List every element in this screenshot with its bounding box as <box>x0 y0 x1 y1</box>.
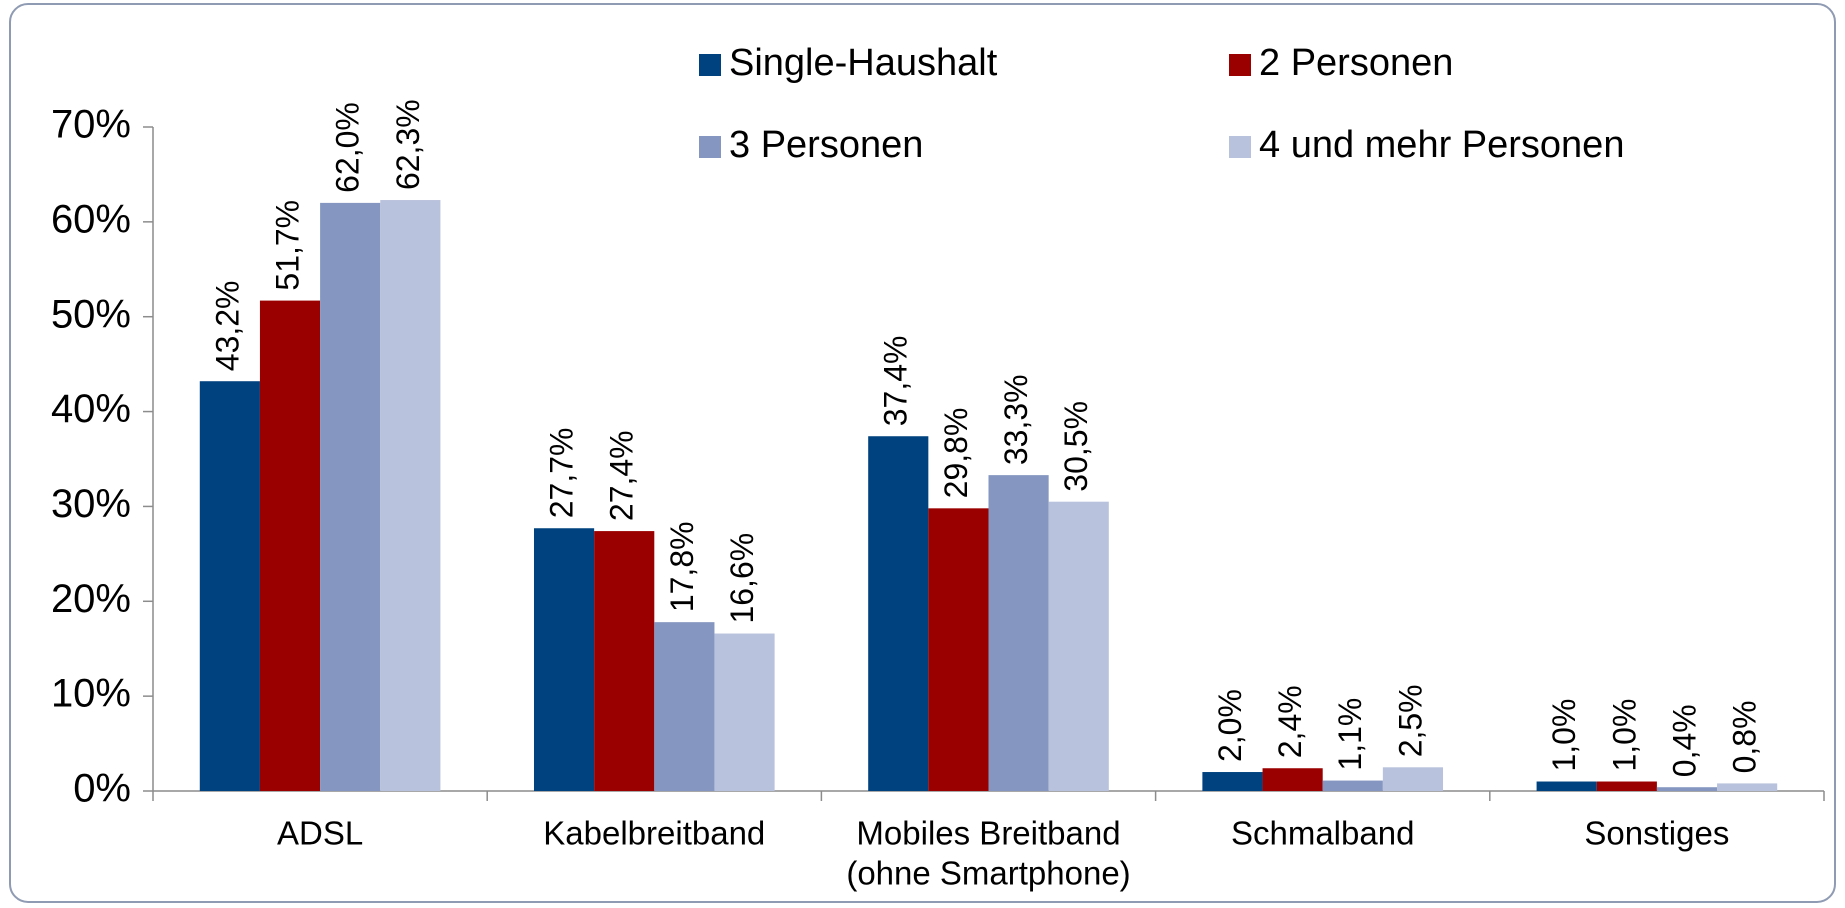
value-label: 33,3% <box>998 374 1034 465</box>
value-label: 62,0% <box>330 102 366 193</box>
value-label: 37,4% <box>878 335 914 426</box>
y-tick-label: 40% <box>51 387 131 431</box>
x-tick-label: Schmalband <box>1231 815 1414 852</box>
y-tick-label: 0% <box>73 767 131 811</box>
bar <box>320 202 381 791</box>
bar <box>654 622 715 791</box>
legend-marker <box>699 136 721 158</box>
x-tick-label: Kabelbreitband <box>543 815 765 852</box>
x-tick-label: Sonstiges <box>1584 815 1729 852</box>
bar <box>1262 768 1323 791</box>
value-label: 43,2% <box>209 280 245 371</box>
bar <box>1536 781 1597 791</box>
bar <box>1202 772 1263 791</box>
bar <box>1048 501 1109 791</box>
legend-label: Single-Haushalt <box>729 42 998 84</box>
bar <box>594 531 655 791</box>
bar <box>988 475 1049 791</box>
legend-marker <box>699 54 721 76</box>
y-tick-label: 30% <box>51 482 131 526</box>
value-label: 62,3% <box>390 99 426 190</box>
y-tick-label: 60% <box>51 197 131 241</box>
bar <box>533 528 595 791</box>
legend-label: 2 Personen <box>1259 42 1453 84</box>
x-tick-label: ADSL <box>277 815 363 852</box>
bar <box>714 633 775 791</box>
bar <box>1717 783 1778 791</box>
value-label: 51,7% <box>269 200 305 291</box>
bar <box>868 436 929 791</box>
value-label: 17,8% <box>664 521 700 612</box>
bar <box>1596 781 1657 791</box>
legend-marker <box>1229 136 1251 158</box>
y-tick-label: 70% <box>51 103 131 147</box>
x-tick-label: Mobiles Breitband <box>856 815 1120 852</box>
value-label: 30,5% <box>1058 401 1094 492</box>
value-label: 29,8% <box>938 408 974 499</box>
value-label: 2,0% <box>1212 689 1248 762</box>
value-label: 27,7% <box>544 428 580 519</box>
value-label: 2,4% <box>1272 685 1308 758</box>
x-tick-label: (ohne Smartphone) <box>846 855 1130 892</box>
y-tick-label: 10% <box>51 672 131 716</box>
bar <box>928 508 989 791</box>
legend-marker <box>1229 54 1251 76</box>
y-tick-label: 50% <box>51 292 131 336</box>
bar <box>1322 780 1383 791</box>
bar <box>199 381 260 791</box>
y-tick-label: 20% <box>51 577 131 621</box>
value-label: 0,4% <box>1666 704 1702 777</box>
bar <box>1382 767 1444 791</box>
legend-label: 4 und mehr Personen <box>1259 124 1624 166</box>
bar <box>380 200 441 792</box>
legend-label: 3 Personen <box>729 124 923 166</box>
bar <box>259 300 321 791</box>
bar <box>1656 787 1718 791</box>
value-label: 16,6% <box>724 533 760 624</box>
value-label: 1,0% <box>1606 699 1642 772</box>
value-label: 1,0% <box>1546 699 1582 772</box>
value-label: 0,8% <box>1727 700 1763 773</box>
value-label: 2,5% <box>1392 684 1428 757</box>
value-label: 27,4% <box>604 430 640 521</box>
value-label: 1,1% <box>1332 698 1368 771</box>
